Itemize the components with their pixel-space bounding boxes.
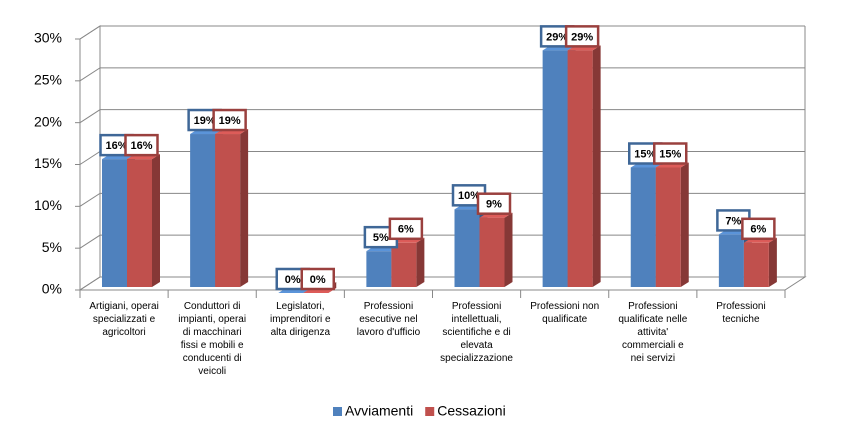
bar-front: [454, 209, 480, 287]
bar-front: [127, 159, 152, 287]
value-label-box: [653, 142, 688, 165]
bar-front: [102, 159, 127, 287]
bar-front: [630, 167, 656, 287]
bar-front: [655, 167, 681, 287]
value-label-box: [564, 25, 600, 48]
bar-front: [718, 234, 744, 287]
x-tick-label: Professioni qualificate nelle attivita' com…: [618, 301, 687, 364]
bar: [567, 45, 601, 287]
x-tick-label: Artigiani, operai specializzati e agricolt…: [89, 301, 158, 338]
value-label-box: [388, 217, 424, 241]
value-label: 6%: [398, 224, 414, 236]
grid-line: [79, 234, 805, 249]
y-tick-label: 20%: [34, 113, 62, 129]
bar-front: [743, 242, 769, 287]
value-label-box: [741, 217, 776, 241]
bar: [743, 237, 777, 287]
bar-front: [215, 134, 241, 287]
bar-front: [366, 251, 392, 287]
legend-label: Cessazioni: [437, 403, 505, 419]
value-label: 29%: [571, 31, 593, 43]
value-label: 5%: [373, 232, 389, 244]
legend-swatch: [333, 407, 342, 416]
floor: [78, 276, 807, 291]
bar: [655, 162, 689, 287]
x-tick-label: Conduttori di impianti, operai di macchina…: [178, 301, 246, 377]
bar-side: [504, 212, 513, 287]
bar-front: [391, 242, 417, 287]
bar-side: [592, 45, 601, 287]
bar-side: [768, 237, 777, 287]
bar-front: [190, 134, 216, 287]
bar: [215, 129, 249, 287]
value-label: 6%: [750, 224, 766, 236]
value-label: 16%: [130, 140, 152, 152]
x-tick-label: Professioni intellettuali, scientifiche e …: [440, 301, 513, 364]
value-label-box: [300, 267, 335, 291]
y-tick-label: 15%: [34, 155, 62, 171]
value-label: 16%: [105, 140, 127, 152]
grid-line: [79, 151, 805, 165]
grid-line: [79, 192, 805, 207]
y-tick-label: 10%: [34, 197, 62, 213]
legend-swatch: [425, 407, 435, 416]
bar-side: [680, 162, 689, 287]
value-label: 15%: [659, 148, 681, 160]
x-tick-label: Professioni non qualificate: [530, 301, 599, 325]
x-tick-label: Professioni tecniche: [716, 301, 765, 325]
grid-line: [79, 67, 805, 82]
value-label: 29%: [546, 31, 568, 43]
value-label: 7%: [725, 215, 741, 227]
value-label-box: [124, 133, 159, 157]
bar-front: [567, 50, 593, 287]
value-label: 19%: [194, 115, 216, 127]
value-label: 10%: [458, 190, 480, 202]
bar-front: [542, 50, 568, 287]
value-label: 15%: [634, 148, 656, 160]
bar-side: [240, 129, 249, 287]
value-label: 0%: [310, 274, 326, 286]
y-tick-label: 5%: [42, 239, 62, 255]
value-label: 0%: [285, 274, 301, 286]
bar-side: [152, 154, 160, 287]
bar-front: [479, 217, 505, 287]
value-label: 19%: [219, 115, 241, 127]
value-label-box: [476, 192, 512, 215]
x-tick-label: Legislatori, imprenditori e alta dirigenza: [270, 301, 331, 338]
y-tick-label: 25%: [34, 72, 62, 88]
value-label-box: [212, 108, 247, 132]
bar: [479, 212, 513, 287]
legend-label: Avviamenti: [345, 403, 413, 419]
bar-side: [416, 237, 425, 287]
value-label: 9%: [486, 199, 502, 211]
x-tick-label: Professioni esecutive nel lavoro d'ufficio: [357, 301, 421, 338]
grid-line: [79, 25, 805, 40]
bar: [127, 154, 160, 287]
y-tick-label: 30%: [34, 30, 62, 46]
y-tick-label: 0%: [42, 281, 62, 297]
